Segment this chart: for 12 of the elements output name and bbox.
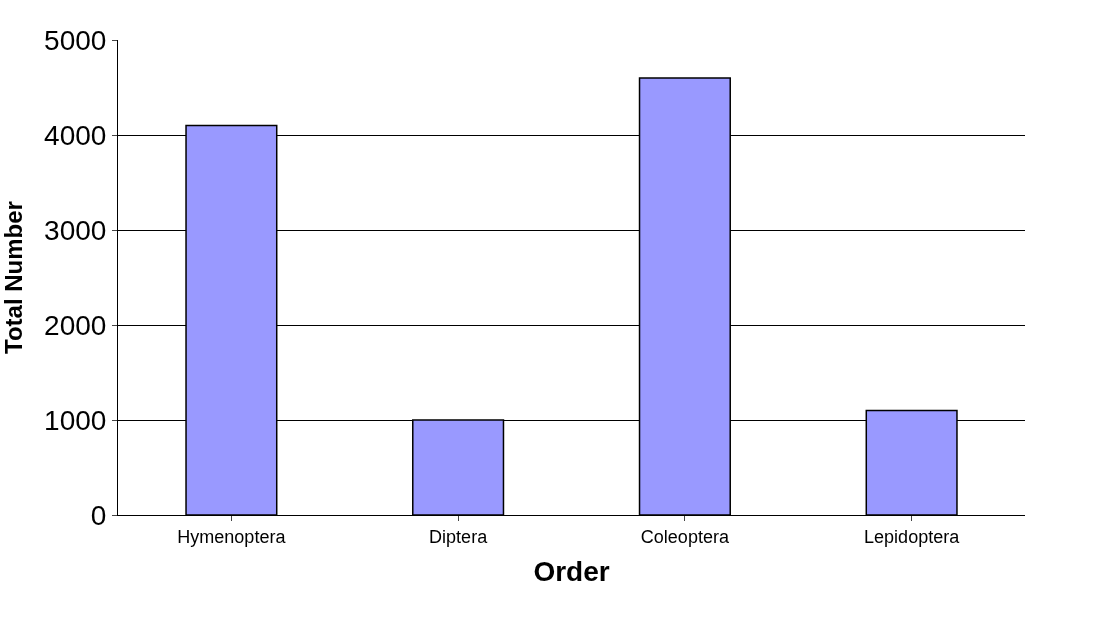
y-tick-label: 3000 — [44, 214, 107, 246]
y-tick-label: 4000 — [44, 119, 107, 151]
y-tick-label: 1000 — [44, 404, 107, 436]
y-tick-label: 5000 — [44, 24, 107, 56]
y-axis-title: Total Number — [0, 201, 27, 354]
x-tick-label: Lepidoptera — [864, 526, 961, 547]
y-tick-label: 0 — [90, 499, 107, 531]
x-tick-label: Coleoptera — [640, 526, 730, 547]
x-tick-label: Diptera — [429, 526, 489, 547]
y-tick-label: 2000 — [44, 309, 107, 341]
x-tick-label: Hymenoptera — [177, 526, 287, 547]
x-axis-title: Order — [533, 555, 610, 587]
